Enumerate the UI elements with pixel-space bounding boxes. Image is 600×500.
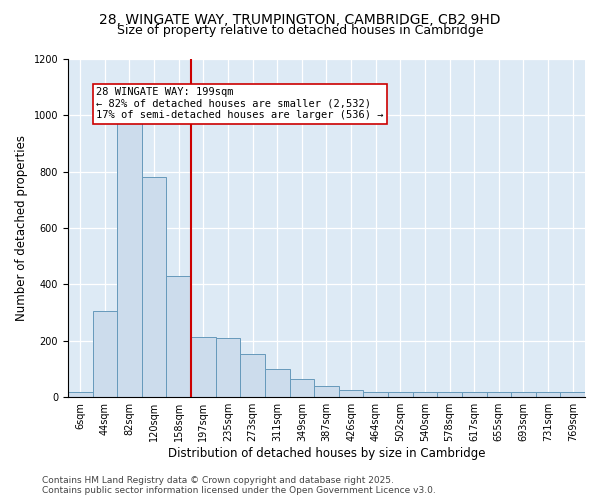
Text: Size of property relative to detached houses in Cambridge: Size of property relative to detached ho… (117, 24, 483, 37)
Bar (437, 392, 462, 397)
Bar (388, 392, 413, 397)
Bar (117, 102, 142, 397)
Bar (314, 386, 339, 397)
Text: 28, WINGATE WAY, TRUMPINGTON, CAMBRIDGE, CB2 9HD: 28, WINGATE WAY, TRUMPINGTON, CAMBRIDGE,… (99, 12, 501, 26)
Bar (68, 392, 92, 397)
X-axis label: Distribution of detached houses by size in Cambridge: Distribution of detached houses by size … (168, 447, 485, 460)
Bar (166, 276, 191, 397)
Bar (339, 390, 364, 397)
Bar (511, 392, 536, 397)
Bar (413, 392, 437, 397)
Bar (240, 354, 265, 397)
Bar (462, 392, 487, 397)
Bar (142, 178, 166, 397)
Bar (536, 392, 560, 397)
Bar (560, 392, 585, 397)
Bar (191, 336, 215, 397)
Y-axis label: Number of detached properties: Number of detached properties (15, 135, 28, 321)
Text: 28 WINGATE WAY: 199sqm
← 82% of detached houses are smaller (2,532)
17% of semi-: 28 WINGATE WAY: 199sqm ← 82% of detached… (96, 87, 384, 120)
Bar (215, 338, 240, 397)
Bar (265, 369, 290, 397)
Bar (364, 392, 388, 397)
Bar (487, 392, 511, 397)
Bar (290, 379, 314, 397)
Bar (92, 311, 117, 397)
Text: Contains HM Land Registry data © Crown copyright and database right 2025.
Contai: Contains HM Land Registry data © Crown c… (42, 476, 436, 495)
